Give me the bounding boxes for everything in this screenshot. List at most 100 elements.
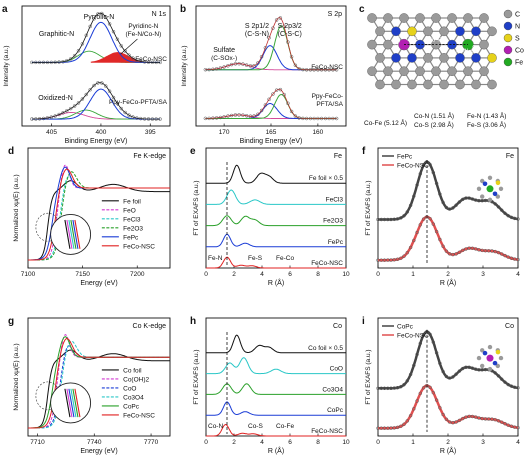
xps-data-point — [45, 60, 50, 65]
xps-data-point — [319, 68, 324, 72]
exafs-data-point — [460, 416, 465, 421]
x-tick-label: 3 — [481, 271, 485, 278]
inset-line — [64, 388, 71, 418]
exafs-data-point — [467, 365, 471, 370]
fit-line-bottom — [378, 215, 519, 262]
xps-data-point — [248, 64, 253, 68]
atom — [495, 180, 501, 186]
exafs-data-point — [415, 230, 419, 235]
ft-line-1 — [206, 357, 346, 375]
exafs-data-point — [431, 340, 436, 344]
exafs-data-point — [402, 422, 406, 427]
exafs-data-point — [496, 205, 501, 209]
xps-data-point — [316, 116, 320, 121]
xps-data-point — [301, 67, 305, 72]
atom — [431, 13, 441, 23]
legend-label: FeCo-NSC — [397, 333, 429, 340]
xps-data-point — [119, 106, 124, 111]
xps-data-point — [244, 63, 249, 67]
panel-title: Fe K-edge — [133, 153, 166, 160]
xps-data-point — [127, 113, 131, 117]
atom — [479, 66, 489, 76]
exafs-data-point — [421, 217, 426, 221]
exafs-data-point — [499, 252, 504, 256]
envelope-line — [205, 17, 337, 71]
atom — [455, 79, 465, 90]
legend-label: FePc — [397, 154, 413, 161]
annotation: S 2p1/2 — [245, 23, 269, 30]
legend-atom-co — [503, 45, 513, 55]
inset-line — [74, 219, 81, 249]
exafs-data-point — [412, 238, 416, 243]
atom — [383, 13, 393, 23]
distance-label: Co-Fe (5.12 Å) — [364, 118, 407, 127]
atom — [487, 26, 497, 37]
atom — [479, 39, 489, 50]
series-label: Fe2O3 — [323, 218, 343, 225]
xps-data-point — [327, 68, 331, 72]
x-tick-label: 4 — [516, 439, 520, 446]
exafs-data-point — [438, 406, 442, 410]
x-tick-label: 2 — [232, 439, 236, 446]
inset-line — [64, 219, 71, 249]
panel-letter: f — [362, 146, 366, 157]
x-tick-label: 0 — [204, 271, 208, 278]
series-label: FeCl3 — [326, 196, 344, 203]
xps-data-point — [256, 112, 260, 117]
exafs-data-point — [470, 197, 475, 201]
x-tick-label: 2 — [232, 271, 236, 278]
xps-data-point — [88, 24, 92, 29]
exafs-data-point — [493, 371, 497, 375]
exafs-data-point — [477, 248, 481, 252]
legend-label: CoO — [123, 385, 136, 392]
plot-frame — [21, 5, 171, 127]
exafs-data-point — [402, 382, 406, 387]
atom — [463, 13, 473, 23]
exafs-data-point — [506, 382, 510, 387]
atom — [407, 53, 417, 63]
inset-line — [66, 388, 73, 418]
exafs-data-point — [454, 372, 458, 376]
exafs-data-point — [421, 333, 426, 337]
annotation: Co-S — [248, 423, 263, 430]
x-tick-label: 6 — [288, 439, 292, 446]
xps-data-point — [30, 117, 34, 121]
exafs-data-point — [457, 418, 462, 423]
atom — [476, 355, 482, 361]
xps-data-point — [218, 115, 223, 120]
exafs-data-point — [499, 377, 504, 381]
x-tick-label: 165 — [266, 129, 277, 136]
distance-label: Fe-S (3.06 Å) — [467, 120, 506, 129]
zoom-inset — [50, 382, 92, 424]
xps-data-point — [222, 115, 226, 119]
xps-data-point — [244, 113, 249, 118]
legend-label: FeCo-NSC — [397, 163, 429, 170]
panel-letter: g — [8, 316, 14, 327]
series-label: Co3O4 — [322, 386, 343, 393]
atom — [399, 66, 409, 76]
legend-label: Fe foil — [123, 198, 141, 205]
annotation: Pyrrolic-N — [84, 14, 115, 21]
xps-data-point — [88, 87, 92, 92]
x-tick-label: 8 — [316, 271, 320, 278]
series-label: FeCo-NSC — [311, 64, 343, 71]
exafs-data-point — [454, 420, 458, 424]
exafs-data-point — [496, 250, 501, 255]
exafs-data-point — [382, 426, 387, 430]
exafs-data-point — [431, 170, 436, 175]
exafs-data-point — [392, 258, 397, 262]
atom — [415, 66, 425, 76]
exafs-data-point — [509, 384, 514, 388]
y-axis-label: FT of EXAFS (a.u.) — [193, 180, 200, 235]
xps-data-point — [211, 116, 215, 120]
exafs-data-point — [447, 207, 452, 211]
inset-line — [70, 219, 77, 249]
annotation: Fe-S — [248, 255, 263, 262]
exafs-data-point — [389, 386, 393, 391]
pyrrolic-n-peak — [31, 88, 161, 120]
panel-title: Fe — [506, 153, 514, 160]
y-axis-label: FT of EXAFS (a.u.) — [365, 180, 372, 235]
legend-label: Fe2O3 — [123, 225, 143, 232]
exafs-data-point — [473, 367, 478, 371]
